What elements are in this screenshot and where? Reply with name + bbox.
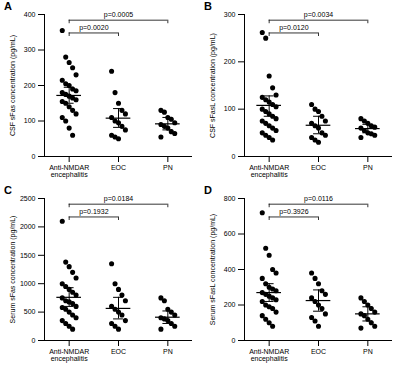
svg-text:Anti-NMDARencephalitis: Anti-NMDARencephalitis [49,348,89,363]
svg-text:Anti-NMDARencephalitis: Anti-NMDARencephalitis [249,164,289,179]
svg-text:400: 400 [24,11,36,18]
svg-text:2000: 2000 [20,223,36,230]
svg-text:p=0.3926: p=0.3926 [279,208,308,216]
svg-text:PN: PN [163,348,173,355]
svg-text:600: 600 [224,230,236,237]
svg-text:p=0.0184: p=0.0184 [104,195,133,203]
svg-text:Serum sFasL concentration (pg/: Serum sFasL concentration (pg/mL) [209,214,217,325]
svg-text:200: 200 [224,58,236,65]
svg-text:CSF sFas concentration (pg/mL): CSF sFas concentration (pg/mL) [9,35,17,136]
html-text:A: A [4,0,12,12]
svg-text:Anti-NMDARencephalitis: Anti-NMDARencephalitis [49,164,89,179]
svg-text:0: 0 [232,153,236,160]
html-text:B: B [204,0,212,12]
svg-text:100: 100 [224,105,236,112]
svg-text:100: 100 [24,117,36,124]
svg-text:p=0.0116: p=0.0116 [304,195,333,203]
svg-text:200: 200 [224,301,236,308]
svg-text:400: 400 [224,266,236,273]
svg-text:0: 0 [232,337,236,344]
svg-text:p=0.0120: p=0.0120 [279,24,308,32]
svg-text:p=0.1932: p=0.1932 [79,208,108,216]
svg-text:p=0.0020: p=0.0020 [79,24,108,32]
svg-text:EOC: EOC [311,348,326,355]
svg-text:CSF sFasL concentration (pg/mL: CSF sFasL concentration (pg/mL) [209,33,217,138]
svg-text:200: 200 [24,82,36,89]
svg-text:p=0.0034: p=0.0034 [304,11,333,19]
svg-text:p=0.0005: p=0.0005 [104,11,133,19]
svg-text:500: 500 [24,308,36,315]
svg-text:Anti-NMDARencephalitis: Anti-NMDARencephalitis [249,348,289,363]
svg-text:EOC: EOC [111,164,126,171]
html-text:C: C [4,184,12,196]
svg-text:EOC: EOC [311,164,326,171]
svg-text:PN: PN [163,164,173,171]
svg-text:300: 300 [24,46,36,53]
html-text:D: D [204,184,212,196]
svg-text:0: 0 [32,337,36,344]
svg-text:0: 0 [32,153,36,160]
svg-text:2500: 2500 [20,195,36,202]
svg-text:1500: 1500 [20,252,36,259]
svg-text:EOC: EOC [111,348,126,355]
svg-text:PN: PN [363,164,373,171]
svg-text:800: 800 [224,195,236,202]
svg-text:PN: PN [363,348,373,355]
svg-text:1000: 1000 [20,280,36,287]
svg-text:Serum sFas concentration (pg/m: Serum sFas concentration (pg/mL) [9,216,17,324]
svg-text:300: 300 [224,11,236,18]
